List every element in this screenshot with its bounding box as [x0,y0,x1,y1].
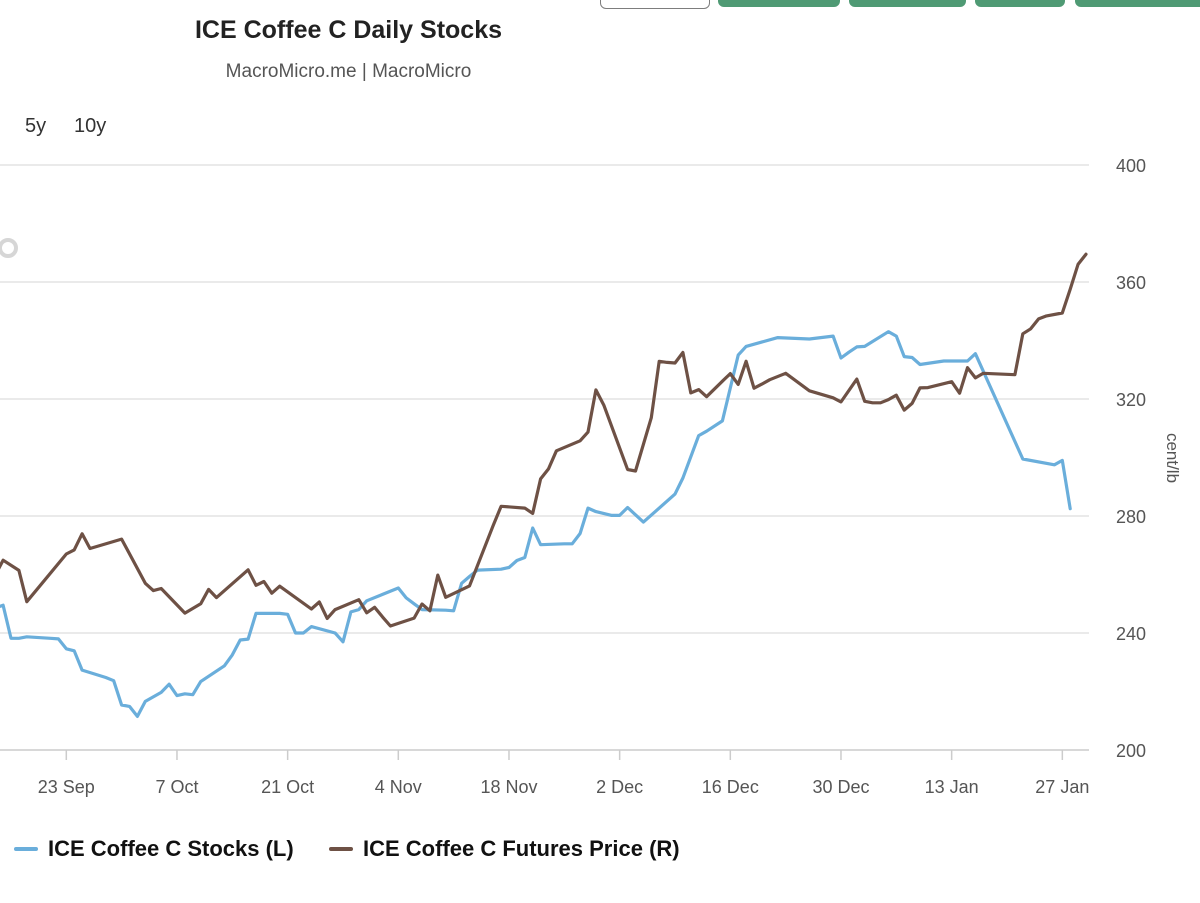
hover-marker[interactable] [0,238,18,258]
range-button-10y[interactable]: 10y [74,115,107,137]
series-line-stocks [0,330,1072,719]
x-tick-label: 13 Jan [925,777,979,797]
legend-swatch-stocks [14,847,38,851]
x-tick-label: 27 Jan [1035,777,1089,797]
y-tick-label: 320 [1116,390,1146,410]
legend-label-price: ICE Coffee C Futures Price (R) [363,836,680,861]
legend-item-stocks[interactable]: ICE Coffee C Stocks (L) [14,836,294,862]
chart-subtitle: MacroMicro.me | MacroMicro [225,61,472,82]
x-tick-label: 2 Dec [596,777,643,797]
y-tick-label: 400 [1116,156,1146,176]
legend-item-price[interactable]: ICE Coffee C Futures Price (R) [329,836,680,862]
y-axis-title: cent/lb [1163,433,1182,483]
x-tick-label: 4 Nov [375,777,422,797]
series-line-price [0,252,1088,628]
toolbar-button-2[interactable] [849,0,966,7]
chart-title: ICE Coffee C Daily Stocks [194,16,503,44]
y-tick-label: 280 [1116,507,1146,527]
toolbar-button-1[interactable] [718,0,840,7]
range-button-5y[interactable]: 5y [25,115,47,137]
x-tick-label: 21 Oct [261,777,314,797]
x-tick-label: 7 Oct [155,777,198,797]
legend-swatch-price [329,847,353,851]
y-tick-label: 360 [1116,273,1146,293]
y-tick-label: 240 [1116,624,1146,644]
y-tick-label: 200 [1116,741,1146,761]
toolbar-button-3[interactable] [975,0,1065,7]
x-tick-label: 16 Dec [702,777,759,797]
x-tick-label: 23 Sep [38,777,95,797]
export-button[interactable] [600,0,710,9]
x-tick-label: 30 Dec [812,777,869,797]
toolbar-button-4[interactable] [1075,0,1200,7]
legend-label-stocks: ICE Coffee C Stocks (L) [48,836,294,861]
x-tick-label: 18 Nov [480,777,537,797]
